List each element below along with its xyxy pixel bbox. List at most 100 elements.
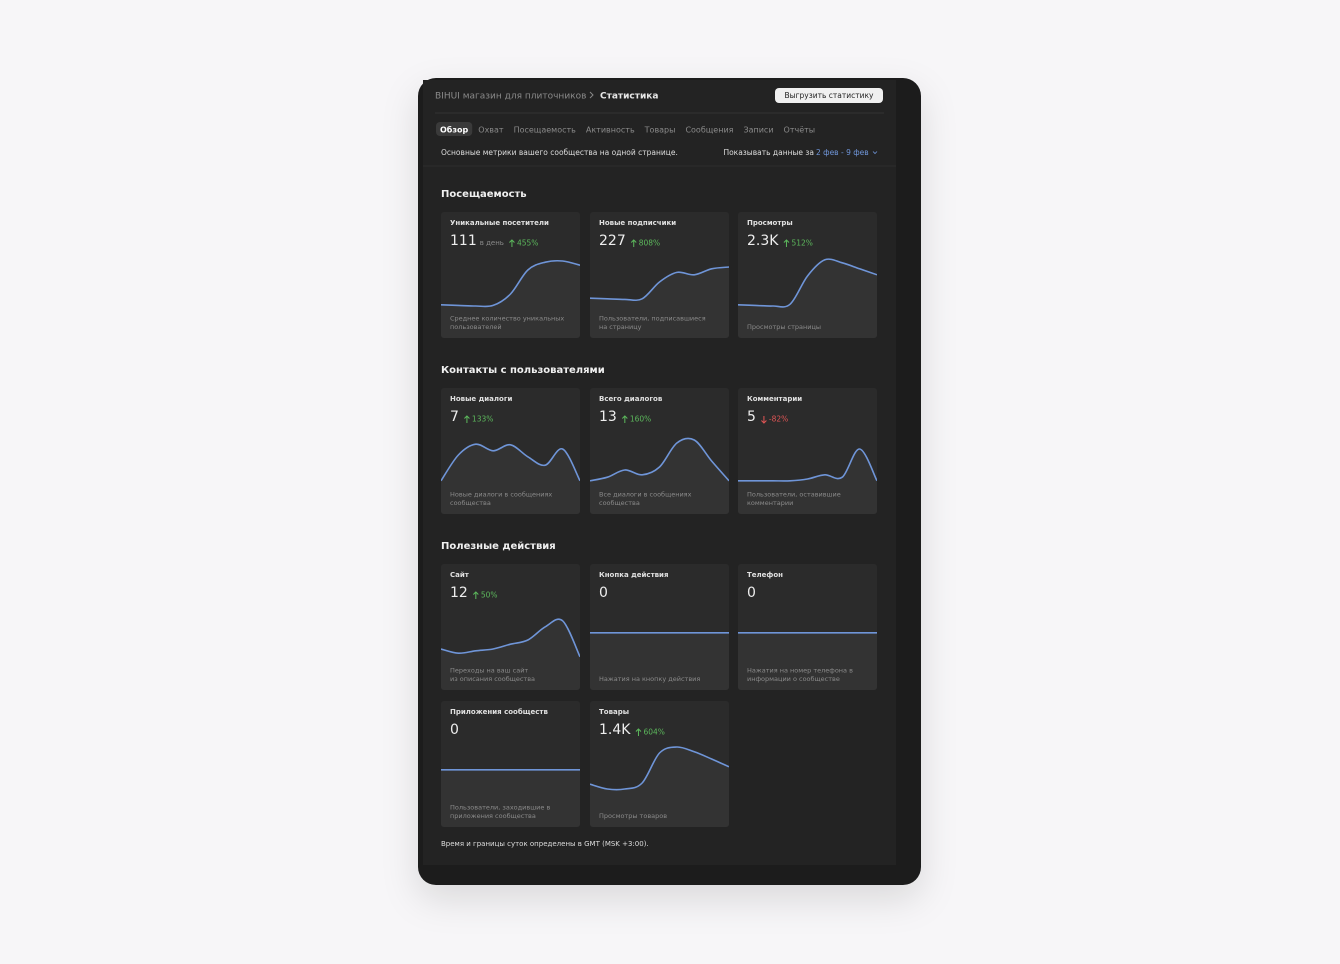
- period-chevron[interactable]: [872, 151, 878, 155]
- sparkline-area: [441, 444, 580, 514]
- card-title: Кнопка действия: [599, 571, 668, 579]
- export-button[interactable]: [775, 88, 883, 103]
- sparkline: [738, 448, 877, 482]
- sparkline: [590, 266, 729, 302]
- sparkline-area: [590, 746, 729, 827]
- card-value: 0: [450, 722, 459, 738]
- stat-card[interactable]: Всего диалогов 13 160% Все диалоги в сообще…: [590, 388, 729, 514]
- sparkline: [590, 437, 729, 482]
- stat-card[interactable]: Приложения сообществ 0 Пользователи, заход…: [441, 701, 580, 827]
- period[interactable]: 2 фев - 9 фев: [816, 148, 869, 157]
- change-percent: 604%: [643, 728, 664, 737]
- card-title: Новые диалоги: [450, 395, 512, 403]
- card-description: на страницу: [599, 323, 642, 331]
- sparkline-area: [590, 632, 729, 690]
- change-percent: 808%: [639, 239, 660, 248]
- card-value: 0: [599, 585, 608, 601]
- export-button-label[interactable]: Выгрузить статистику: [785, 91, 874, 100]
- stat-card[interactable]: Уникальные посетители 111 в день 455% Средне…: [441, 212, 580, 338]
- stat-card[interactable]: Комментарии 5 -82% Пользователи, оставившие…: [738, 388, 877, 514]
- sparkline: [441, 443, 580, 482]
- card-description: сообщества: [599, 499, 640, 507]
- period-label: Показывать данные за: [723, 148, 814, 157]
- card-value: 1.4K: [599, 722, 631, 738]
- tab[interactable]: Активность: [586, 126, 635, 135]
- card-description: Переходы на ваш сайт: [450, 667, 528, 675]
- tab[interactable]: Отчёты: [784, 126, 816, 135]
- change-arrow: [630, 239, 637, 247]
- card-description: Пользователи, заходившие в: [450, 804, 550, 812]
- tab[interactable]: Сообщения: [685, 126, 733, 135]
- card-value: 227: [599, 233, 626, 249]
- section-title: Контакты с пользователями: [441, 365, 605, 376]
- sparkline-area: [738, 632, 877, 690]
- card-title: Товары: [599, 708, 629, 716]
- stat-card[interactable]: Товары 1.4K 604% Просмотры товаров: [590, 701, 729, 827]
- section-title: Полезные действия: [441, 541, 556, 552]
- card-description: Новые диалоги в сообщениях: [450, 491, 552, 499]
- tab[interactable]: Обзор: [440, 125, 469, 135]
- card-title: Новые подписчики: [599, 219, 676, 227]
- tab[interactable]: Записи: [743, 126, 773, 135]
- breadcrumb-chevron: [589, 91, 594, 99]
- sparkline-area: [441, 260, 580, 338]
- card-title: Телефон: [747, 571, 783, 579]
- card-title: Просмотры: [747, 219, 793, 227]
- change-percent: 455%: [517, 239, 538, 248]
- sparkline-area: [441, 619, 580, 690]
- card-value: 111: [450, 233, 477, 249]
- change-arrow: [621, 415, 628, 423]
- card-description: сообщества: [450, 499, 491, 507]
- sparkline-area: [441, 769, 580, 827]
- card-description: пользователей: [450, 323, 502, 331]
- sparkline-area: [590, 267, 729, 338]
- stat-card[interactable]: Просмотры 2.3K 512% Просмотры страницы: [738, 212, 877, 338]
- change-percent: 512%: [791, 239, 812, 248]
- change-percent: 160%: [630, 415, 651, 424]
- card-unit: в день: [480, 239, 504, 247]
- change-arrow: [783, 239, 790, 247]
- sparkline: [441, 618, 580, 658]
- breadcrumb[interactable]: BIHUI магазин для плиточников: [435, 92, 586, 102]
- stat-card[interactable]: Новые подписчики 227 808% Пользователи, под…: [590, 212, 729, 338]
- card-description: Просмотры товаров: [599, 812, 667, 820]
- change-arrow: [464, 415, 470, 423]
- tab[interactable]: Охват: [478, 126, 504, 135]
- card-value: 12: [450, 585, 468, 601]
- sparkline-area: [738, 259, 877, 338]
- change-percent: 133%: [472, 415, 493, 424]
- content: Посещаемость Уникальные посетители 111 в де…: [441, 189, 877, 827]
- tab-active-pill: [436, 122, 473, 136]
- change-percent: -82%: [769, 415, 788, 424]
- tab[interactable]: Товары: [644, 126, 676, 135]
- change-arrow: [761, 416, 767, 424]
- intro-text: Основные метрики вашего сообщества на од…: [441, 148, 678, 157]
- sparkline: [590, 746, 729, 791]
- change-arrow: [509, 239, 515, 247]
- tab[interactable]: Посещаемость: [514, 126, 577, 135]
- sparkline: [441, 259, 580, 308]
- card-description: комментарии: [747, 499, 793, 507]
- sparkline-area: [738, 448, 877, 514]
- stat-card[interactable]: Кнопка действия 0 Нажатия на кнопку действ…: [590, 564, 729, 690]
- stat-card[interactable]: Телефон 0 Нажатия на номер телефона винфор…: [738, 564, 877, 690]
- card-description: информации о сообществе: [747, 675, 840, 683]
- stat-card[interactable]: Новые диалоги 7 133% Новые диалоги в сообще…: [441, 388, 580, 514]
- sparkline-area: [590, 438, 729, 514]
- card-title: Сайт: [450, 571, 470, 579]
- change-arrow: [472, 591, 479, 599]
- change-arrow: [635, 728, 642, 736]
- card-description: Пользователи, подписавшиеся: [599, 315, 706, 323]
- card-title: Приложения сообществ: [450, 708, 548, 716]
- page-title: Статистика: [600, 92, 658, 102]
- card-value: 2.3K: [747, 233, 779, 249]
- card-value: 13: [599, 409, 617, 425]
- change-percent: 50%: [481, 591, 498, 600]
- card-title: Уникальные посетители: [450, 219, 549, 227]
- card-title: Всего диалогов: [599, 395, 663, 403]
- tabs: Обзор Охват Посещаемость Активность Товары Со…: [436, 122, 815, 136]
- section-title: Посещаемость: [441, 189, 527, 200]
- card-value: 0: [747, 585, 756, 601]
